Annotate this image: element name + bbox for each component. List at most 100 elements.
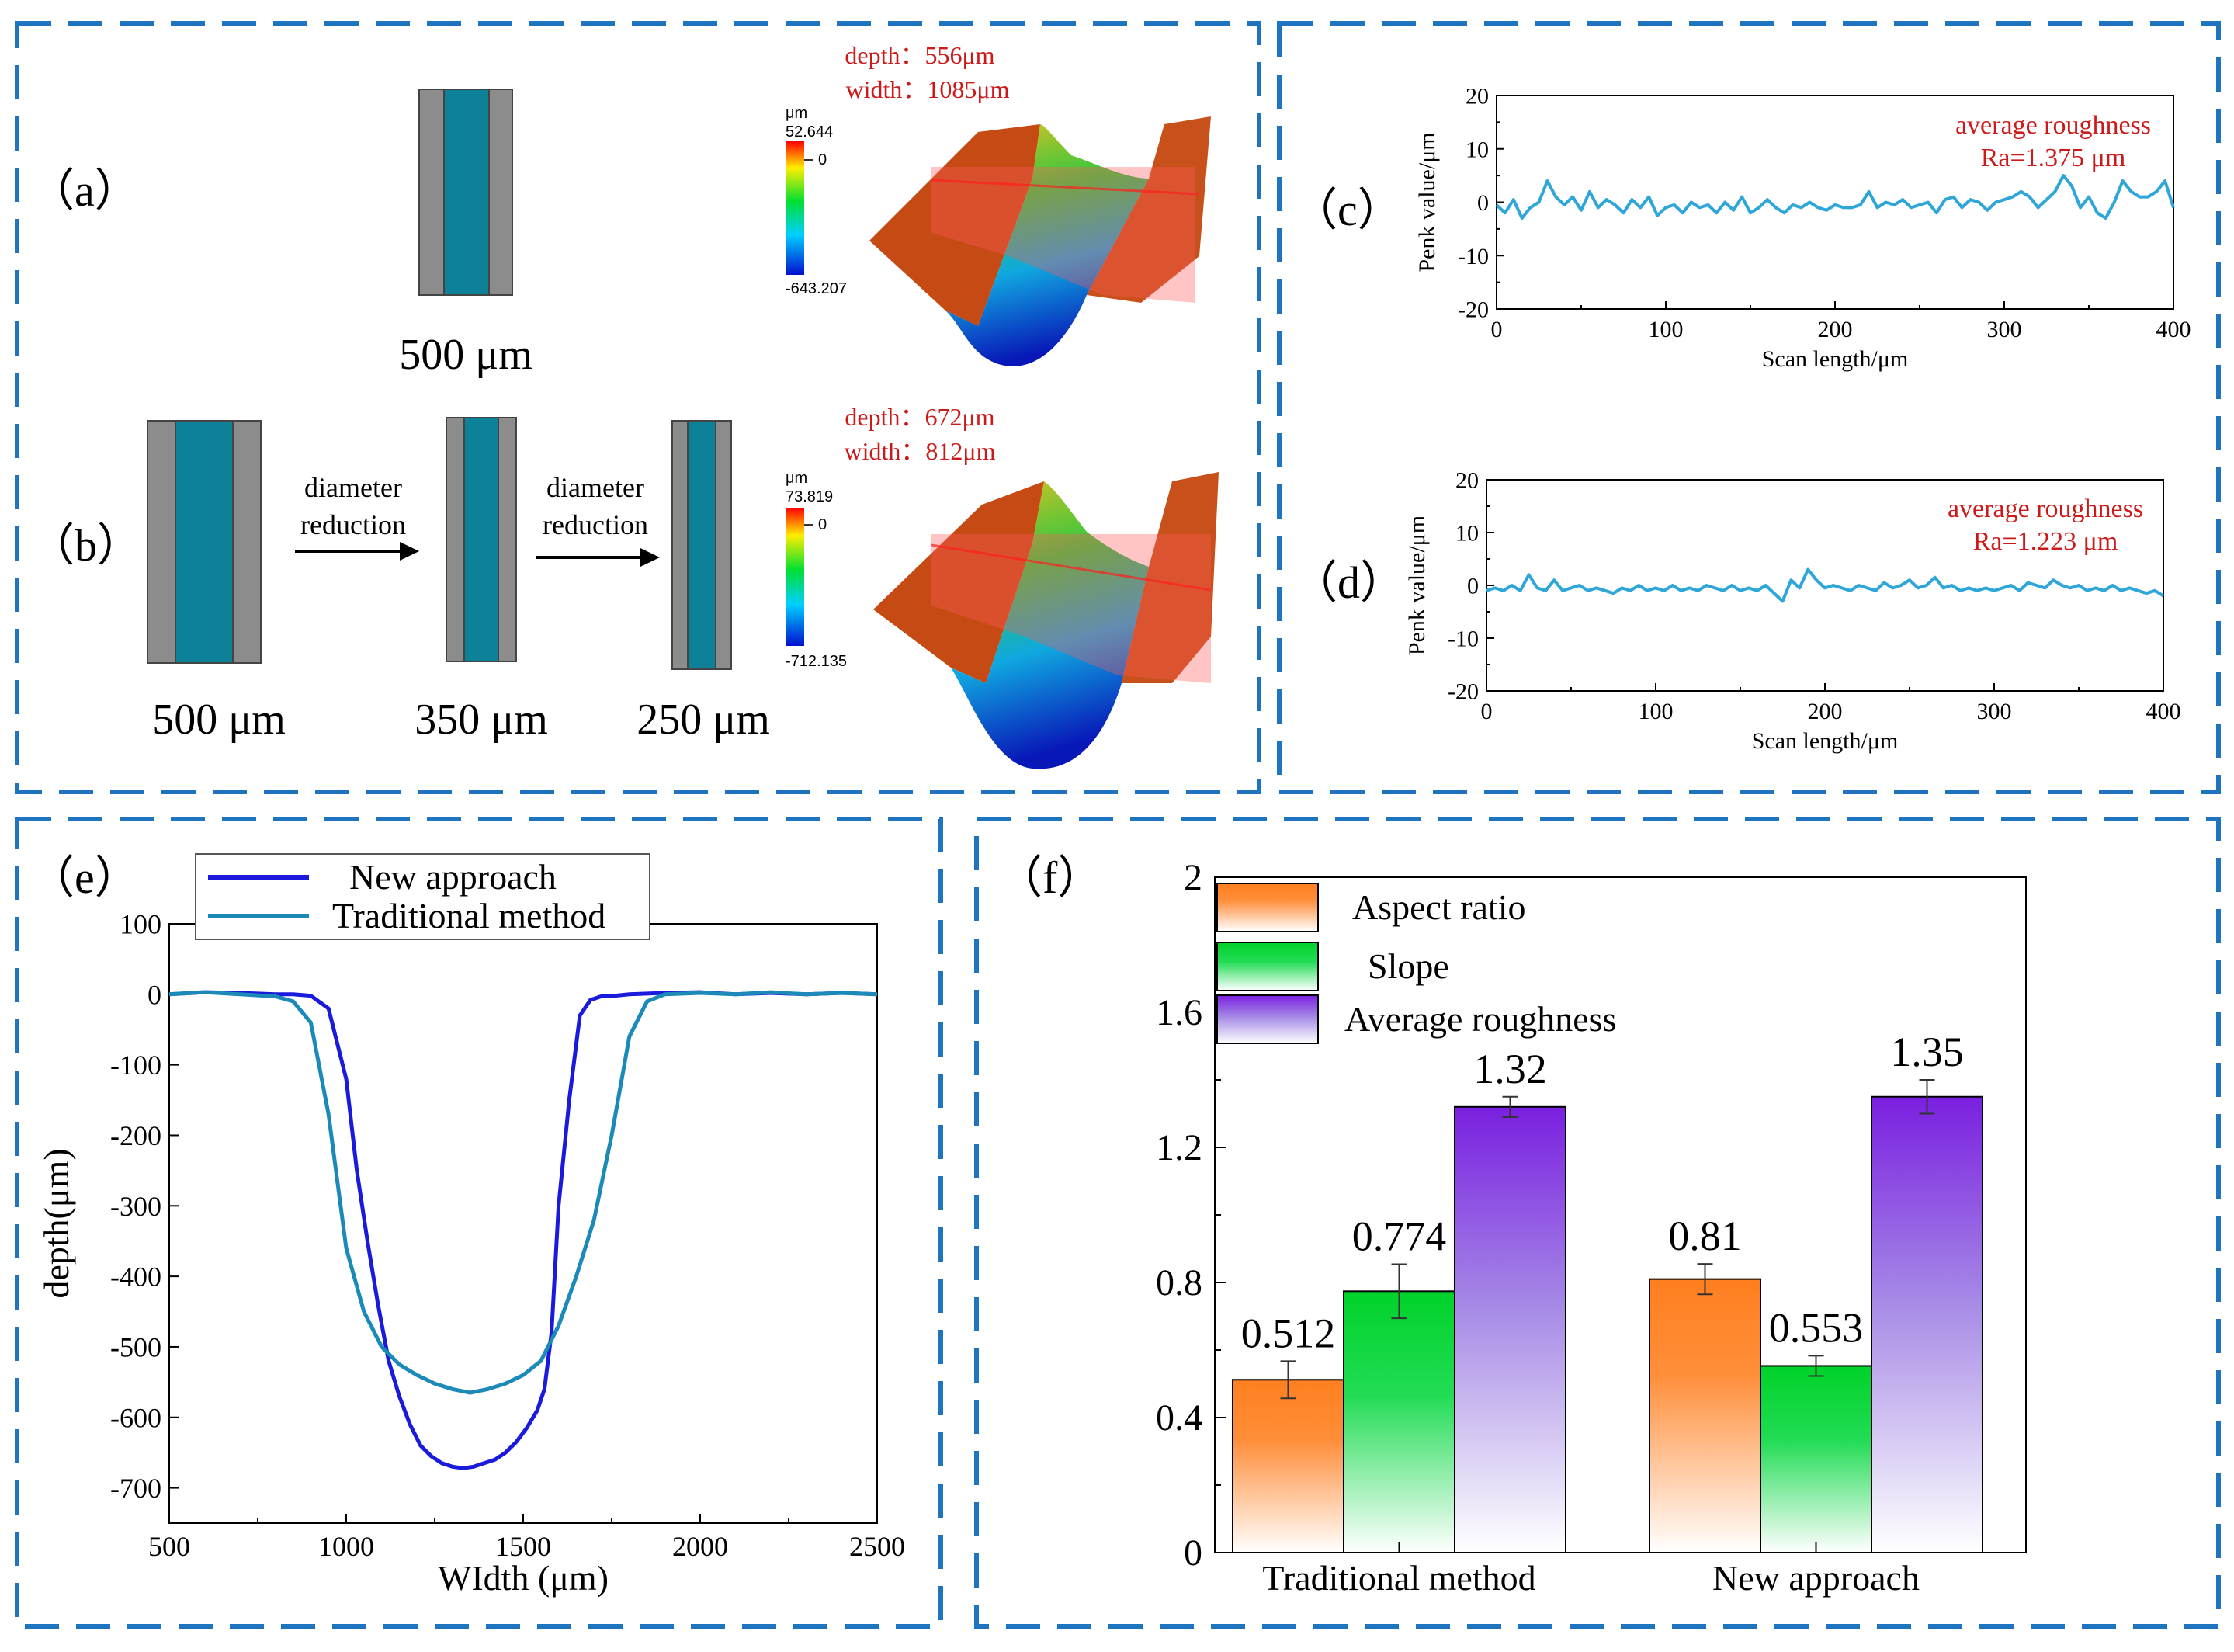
panel-label-a: （a）: [29, 165, 140, 216]
legend-swatch-slope: [1216, 942, 1319, 991]
electrode-b1: [147, 420, 262, 664]
surface-3d-b: depth：672μm width：812μm μm 73.819 0 -712…: [786, 403, 1219, 769]
y-tick-label: -200: [110, 1120, 161, 1151]
y-tick-label: 2: [1184, 857, 1202, 898]
panel-label-d: （d）: [1292, 557, 1405, 608]
y-tick-label: 0.4: [1156, 1397, 1202, 1439]
x-tick-label: 0: [1481, 699, 1493, 724]
bar-value-label: 0.512: [1241, 1310, 1336, 1356]
bar-aspect-ratio-0: [1232, 1379, 1344, 1554]
y-tick-label: -10: [1458, 244, 1489, 269]
x-tick-label: 2000: [672, 1531, 728, 1562]
arrow-2-label-1: diameter: [546, 472, 644, 503]
y-tick-label: 0.8: [1156, 1262, 1202, 1303]
panel-label-c: （c）: [1292, 185, 1403, 235]
x-axis-label: WIdth (μm): [438, 1558, 609, 1598]
electrode-a: [418, 88, 513, 296]
legend-label-aspect-ratio: Aspect ratio: [1352, 887, 1526, 927]
y-tick-label: 0: [1477, 190, 1489, 216]
y-tick-label: 10: [1466, 137, 1489, 162]
y-tick-label: -300: [110, 1191, 161, 1222]
colorbar-a: [786, 141, 804, 275]
arrow-1-label-2: reduction: [300, 509, 406, 540]
y-tick-label: 20: [1455, 468, 1479, 494]
frame-cd: [1277, 21, 2221, 794]
y-tick-label: 10: [1455, 521, 1479, 547]
arrow-2: diameter reduction: [536, 472, 660, 567]
x-tick-label: 400: [2156, 317, 2191, 342]
y-axis-label: Penk value/μm: [1404, 515, 1430, 655]
x-tick-label: 300: [1987, 317, 2022, 342]
x-tick-label: 1500: [495, 1531, 551, 1562]
colorbar-a-max: 52.644: [786, 123, 833, 141]
surface-a-width: width：1085μm: [846, 75, 1010, 103]
frame-f: [974, 817, 2221, 1629]
legend-swatch-average-roughness: [1216, 994, 1319, 1044]
roughness-annotation-d-1: average roughness: [1948, 495, 2143, 523]
x-tick-label: 0: [1491, 317, 1503, 342]
panel-label-e: （e）: [29, 852, 140, 903]
y-axis-label: depth(μm): [36, 1148, 76, 1298]
x-category-label: Traditional method: [1262, 1558, 1535, 1598]
legend-label-new-approach: New approach: [349, 857, 557, 897]
y-tick-label: -600: [110, 1402, 161, 1433]
bar-value-label: 0.81: [1668, 1213, 1742, 1259]
arrow-2-label-2: reduction: [543, 509, 648, 540]
y-tick-label: -400: [110, 1262, 161, 1293]
series-line-new-approach: [168, 990, 878, 1470]
legend-box: [195, 853, 650, 940]
y-tick-label: -700: [110, 1473, 161, 1504]
roughness-annotation-c-2: Ra=1.375 μm: [1981, 144, 2126, 172]
surface-b-width: width：812μm: [845, 437, 996, 465]
bar-average-roughness-1: [1871, 1095, 1983, 1553]
panel-ab: （a） （b） 500 μm 500 μm 350 μm 250 μm diam…: [29, 41, 1219, 769]
panel-f: （f） 0 0.4 0.8 1.2 1.6 2 0.512 0.774 1.32 0.81 0.55…: [997, 852, 2027, 1598]
y-tick-label: -500: [110, 1332, 161, 1363]
y-tick-label: -10: [1448, 626, 1479, 652]
frame-ab: [15, 21, 1261, 794]
colorbar-b-zero: 0: [818, 516, 827, 533]
arrow-1-label-1: diameter: [304, 472, 402, 503]
electrode-b3: [671, 420, 732, 670]
panel-frames: [15, 21, 2221, 1629]
legend-label-slope: Slope: [1368, 946, 1449, 986]
arrow-1: diameter reduction: [295, 472, 419, 560]
colorbar-b: [786, 508, 804, 646]
y-axis-label: Penk value/μm: [1414, 132, 1440, 272]
electrode-b3-size: 250 μm: [637, 696, 770, 744]
surface-a-depth: depth：556μm: [845, 41, 994, 69]
bar-slope-0: [1343, 1290, 1455, 1554]
bar-slope-1: [1760, 1365, 1872, 1553]
x-tick-label: 100: [1649, 317, 1684, 342]
x-axis-label: Scan length/μm: [1762, 346, 1909, 372]
roughness-annotation-d-2: Ra=1.223 μm: [1973, 527, 2118, 556]
colorbar-b-min: -712.135: [786, 653, 847, 670]
roughness-chart-d: 0 100 200 300 400 -20 -10 0 10 20 Scan length/μm Pe…: [1404, 468, 2181, 755]
y-tick-label: 1.2: [1156, 1127, 1202, 1168]
series-line-roughness-profile-c: [1495, 174, 2175, 220]
x-tick-label: 500: [148, 1531, 190, 1562]
panel-e: （e） 500 1000 1500 2000 25001000-100-200-300-…: [29, 852, 905, 1598]
x-tick-label: 200: [1808, 699, 1843, 724]
y-tick-label: 20: [1466, 84, 1489, 109]
panel-label-f: （f）: [997, 852, 1102, 903]
colorbar-a-zero: 0: [818, 151, 827, 168]
y-tick-label: -20: [1458, 297, 1489, 323]
x-category-label: New approach: [1712, 1558, 1920, 1598]
legend-label-average-roughness: Average roughness: [1344, 999, 1616, 1039]
frame-e: [15, 817, 943, 1629]
colorbar-b-unit: μm: [786, 470, 807, 487]
panel-label-b: （b）: [29, 520, 142, 571]
series-line-roughness-profile-d: [1486, 567, 2165, 603]
legend-label-traditional: Traditional method: [332, 896, 605, 935]
electrode-a-size: 500 μm: [399, 331, 532, 379]
colorbar-a-min: -643.207: [786, 280, 847, 297]
x-tick-label: 1000: [318, 1531, 374, 1562]
bar-value-label: 0.553: [1769, 1304, 1864, 1351]
bar-chart: 0 0.4 0.8 1.2 1.6 2 0.512 0.774 1.32 0.81 0.553 1.3…: [1156, 857, 2027, 1598]
bar-value-label: 0.774: [1352, 1213, 1447, 1260]
x-tick-label: 200: [1818, 317, 1853, 342]
x-axis-label: Scan length/μm: [1752, 728, 1899, 754]
